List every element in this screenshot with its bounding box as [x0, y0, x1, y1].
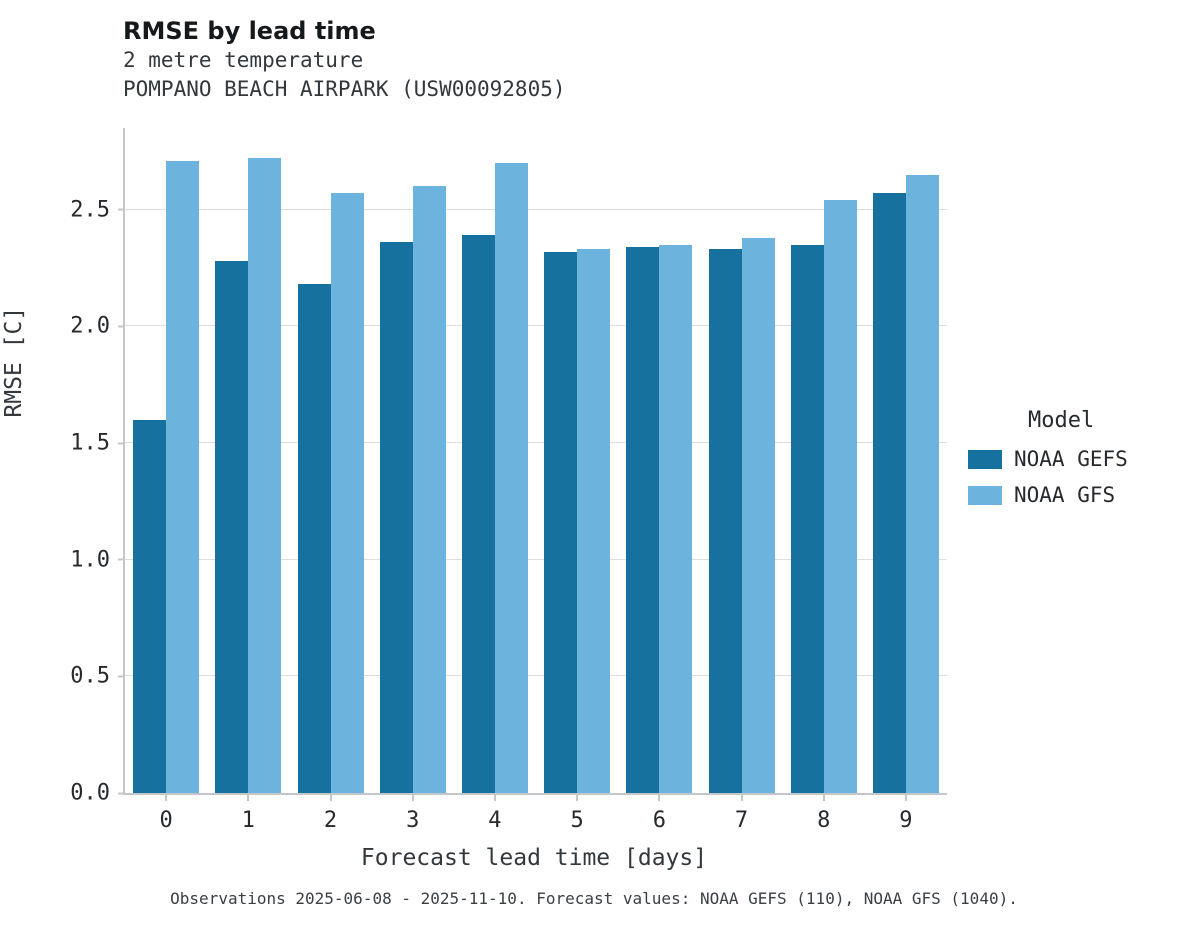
y-tick-label: 2.5 — [70, 197, 110, 223]
x-tick-mark — [411, 795, 414, 801]
y-tick: 1.0 — [70, 547, 125, 572]
bar-group-lead-4: 4 — [454, 128, 536, 833]
bar-noaa-gfs-lead-0 — [166, 160, 200, 793]
footer-caption: Observations 2025-06-08 - 2025-11-10. Fo… — [170, 889, 1018, 908]
bar-group-lead-5: 5 — [536, 128, 618, 833]
y-tick-label: 1.5 — [70, 430, 110, 456]
x-tick-mark — [329, 795, 332, 801]
bar-noaa-gfs-lead-9 — [905, 174, 939, 793]
y-tick-mark — [118, 208, 125, 211]
plot-area: 0.0 0.5 1.0 1.5 2.0 2.5 0 1 2 3 4 5 6 7 8 9 — [70, 128, 947, 833]
x-tick-mark — [822, 795, 825, 801]
bar-noaa-gfs-lead-3 — [412, 186, 446, 793]
bar-noaa-gefs-lead-8 — [790, 244, 824, 793]
legend-title: Model — [1028, 408, 1095, 433]
bar-group-lead-1: 1 — [207, 128, 289, 833]
x-tick-mark — [740, 795, 743, 801]
x-tick-mark — [165, 795, 168, 801]
bar-noaa-gefs-lead-7 — [708, 249, 742, 793]
y-tick-mark — [118, 675, 125, 678]
bar-group-lead-2: 2 — [289, 128, 371, 833]
bar-group-lead-0: 0 — [125, 128, 207, 833]
y-tick-mark — [118, 442, 125, 444]
legend: Model NOAA GEFS NOAA GFS — [968, 408, 1128, 519]
gridline — [125, 675, 947, 677]
legend-swatch — [968, 449, 1002, 469]
y-tick: 1.5 — [70, 431, 125, 456]
legend-item-noaa-gefs: NOAA GEFS — [968, 447, 1128, 471]
y-tick: 0.5 — [70, 664, 125, 689]
bar-noaa-gefs-lead-0 — [133, 419, 167, 793]
bar-noaa-gfs-lead-6 — [659, 244, 693, 793]
legend-label: NOAA GEFS — [1014, 447, 1128, 471]
x-tick-mark — [247, 795, 250, 801]
bar-groups: 0 1 2 3 4 5 6 7 8 9 — [125, 128, 947, 833]
y-tick-mark — [118, 558, 125, 561]
bar-noaa-gefs-lead-9 — [872, 193, 906, 793]
x-axis-label: Forecast lead time [days] — [360, 845, 708, 871]
x-tick-label: 9 — [899, 808, 913, 833]
x-tick-label: 6 — [652, 808, 666, 833]
bar-noaa-gfs-lead-2 — [330, 193, 364, 793]
chart-subtitle-variable: 2 metre temperature — [123, 48, 364, 72]
x-tick-label: 3 — [406, 808, 420, 833]
y-tick: 2.5 — [70, 197, 125, 222]
x-tick-label: 4 — [488, 808, 502, 833]
x-tick-mark — [576, 795, 579, 801]
y-tick-label: 0.5 — [70, 663, 110, 689]
y-axis-label: RMSE [C] — [1, 306, 27, 418]
x-tick-label: 0 — [159, 808, 173, 833]
bar-noaa-gfs-lead-5 — [577, 249, 611, 793]
gridline — [125, 325, 947, 327]
y-tick-label: 1.0 — [70, 547, 110, 573]
gridline — [125, 442, 947, 443]
x-tick-label: 2 — [323, 808, 338, 833]
gridline — [125, 558, 947, 560]
bar-group-lead-7: 7 — [700, 128, 782, 833]
bar-noaa-gfs-lead-7 — [741, 237, 775, 793]
chart-header: RMSE by lead time 2 metre temperature PO… — [123, 16, 566, 104]
x-tick-mark — [658, 795, 661, 801]
bar-noaa-gefs-lead-6 — [626, 247, 660, 793]
bar-noaa-gefs-lead-5 — [544, 251, 578, 793]
bar-group-lead-3: 3 — [372, 128, 454, 833]
x-tick-label: 1 — [241, 808, 255, 833]
bar-group-lead-8: 8 — [783, 128, 865, 833]
legend-label: NOAA GFS — [1014, 483, 1116, 507]
bar-noaa-gfs-lead-8 — [823, 200, 857, 793]
y-tick: 0.0 — [70, 781, 125, 806]
bar-noaa-gfs-lead-1 — [248, 158, 282, 793]
y-tick-mark — [118, 792, 125, 794]
chart-title: RMSE by lead time — [123, 17, 376, 45]
bar-noaa-gfs-lead-4 — [494, 163, 528, 793]
bar-noaa-gefs-lead-3 — [379, 242, 413, 793]
y-tick-mark — [118, 325, 125, 328]
y-tick-label: 2.0 — [70, 313, 110, 339]
x-tick-label: 7 — [734, 808, 749, 833]
y-tick: 2.0 — [70, 314, 125, 339]
chart-subtitle-station: POMPANO BEACH AIRPARK (USW00092805) — [123, 76, 566, 101]
y-tick-label: 0.0 — [70, 780, 110, 806]
bar-noaa-gefs-lead-2 — [297, 284, 331, 793]
x-tick-label: 5 — [570, 808, 584, 833]
bar-group-lead-6: 6 — [618, 128, 700, 833]
bar-noaa-gefs-lead-4 — [461, 235, 495, 793]
bar-group-lead-9: 9 — [865, 128, 947, 833]
legend-swatch — [968, 485, 1002, 505]
bar-noaa-gefs-lead-1 — [215, 261, 249, 793]
gridline — [125, 208, 947, 210]
x-tick-mark — [904, 795, 907, 801]
legend-item-noaa-gfs: NOAA GFS — [968, 483, 1128, 507]
x-tick-label: 8 — [817, 808, 831, 833]
x-tick-mark — [493, 795, 496, 801]
